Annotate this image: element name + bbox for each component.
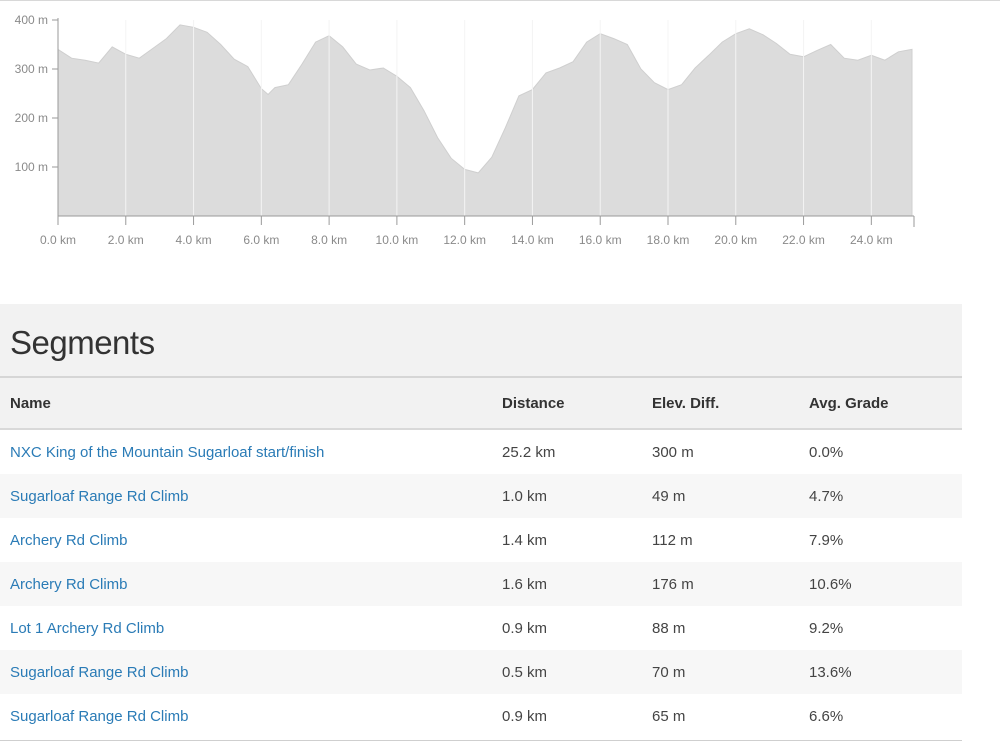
x-tick-label: 18.0 km [647,233,690,247]
segments-table: Name Distance Elev. Diff. Avg. Grade NXC… [0,378,962,738]
segment-name-cell: Sugarloaf Range Rd Climb [0,474,492,518]
segment-link[interactable]: Archery Rd Climb [10,531,128,549]
segment-name-cell: NXC King of the Mountain Sugarloaf start… [0,429,492,474]
table-row[interactable]: Sugarloaf Range Rd Climb 0.9 km 65 m 6.6… [0,694,962,738]
column-header-avg-grade[interactable]: Avg. Grade [799,378,962,430]
segment-link[interactable]: Lot 1 Archery Rd Climb [10,619,165,637]
x-tick-label: 0.0 km [40,233,76,247]
segment-name-cell: Sugarloaf Range Rd Climb [0,650,492,694]
segment-avg-grade: 7.9% [809,531,844,549]
table-row[interactable]: Archery Rd Climb 1.6 km 176 m 10.6% [0,562,962,606]
table-header-row: Name Distance Elev. Diff. Avg. Grade [0,378,962,430]
segment-distance: 0.9 km [502,707,548,725]
y-tick-label: 400 m [15,13,48,27]
segment-name-cell: Lot 1 Archery Rd Climb [0,606,492,650]
x-tick-label: 24.0 km [850,233,893,247]
table-row[interactable]: NXC King of the Mountain Sugarloaf start… [0,429,962,474]
x-tick-label: 8.0 km [311,233,347,247]
segment-link[interactable]: Sugarloaf Range Rd Climb [10,487,189,505]
x-tick-label: 2.0 km [108,233,144,247]
column-header-name[interactable]: Name [0,378,492,430]
segment-avg-grade: 10.6% [799,562,962,606]
segment-avg-grade: 9.2% [809,619,844,637]
y-tick-label: 200 m [15,111,48,125]
segment-distance: 0.5 km [492,650,642,694]
segment-distance: 1.6 km [492,562,642,606]
column-header-distance[interactable]: Distance [492,378,642,430]
segments-header: Segments [0,304,962,378]
y-tick-label: 100 m [15,160,48,174]
segment-name-cell: Archery Rd Climb [0,518,492,562]
x-tick-label: 20.0 km [714,233,757,247]
column-header-elev-diff[interactable]: Elev. Diff. [642,378,799,430]
x-tick-label: 4.0 km [176,233,212,247]
segment-distance: 0.9 km [502,619,548,637]
table-row[interactable]: Lot 1 Archery Rd Climb 0.9 km 88 m 9.2% [0,606,962,650]
segment-elev-diff: 300 m [652,443,694,461]
x-tick-label: 10.0 km [376,233,419,247]
x-tick-label: 22.0 km [782,233,825,247]
segments-panel: Segments Name Distance Elev. Diff. Avg. … [0,304,962,741]
elevation-area [57,24,913,217]
segment-name-cell: Archery Rd Climb [0,562,492,606]
segment-elev-diff: 112 m [652,531,693,549]
segment-elev-diff: 65 m [652,707,686,725]
x-tick-label: 12.0 km [443,233,486,247]
segment-link[interactable]: Sugarloaf Range Rd Climb [10,707,189,725]
segment-distance: 1.0 km [492,474,642,518]
segment-elev-diff: 70 m [642,650,799,694]
table-row[interactable]: Sugarloaf Range Rd Climb 1.0 km 49 m 4.7… [0,474,962,518]
segment-distance: 25.2 km [502,443,556,461]
elevation-chart: 100 m 200 m 300 m 400 m 0.0 km 2.0 km 4.0 km 6.… [15,13,915,247]
segment-name-cell: Sugarloaf Range Rd Climb [0,694,492,738]
x-tick-label: 14.0 km [511,233,554,247]
segment-elev-diff: 176 m [642,562,799,606]
segment-avg-grade: 4.7% [799,474,962,518]
x-tick-label: 6.0 km [243,233,279,247]
segment-avg-grade: 0.0% [809,443,844,461]
x-tick-label: 16.0 km [579,233,622,247]
table-row[interactable]: Sugarloaf Range Rd Climb 0.5 km 70 m 13.… [0,650,962,694]
y-tick-label: 300 m [15,62,48,76]
segment-distance: 1.4 km [502,531,548,549]
segments-title: Segments [10,324,155,361]
table-row[interactable]: Archery Rd Climb 1.4 km 112 m 7.9% [0,518,962,562]
segment-link[interactable]: NXC King of the Mountain Sugarloaf start… [10,443,325,461]
segment-link[interactable]: Archery Rd Climb [10,575,128,593]
segment-elev-diff: 49 m [642,474,799,518]
top-divider [0,0,1000,1]
segment-avg-grade: 13.6% [799,650,962,694]
segment-avg-grade: 6.6% [809,707,844,725]
segment-elev-diff: 88 m [652,619,686,637]
segment-link[interactable]: Sugarloaf Range Rd Climb [10,663,189,681]
